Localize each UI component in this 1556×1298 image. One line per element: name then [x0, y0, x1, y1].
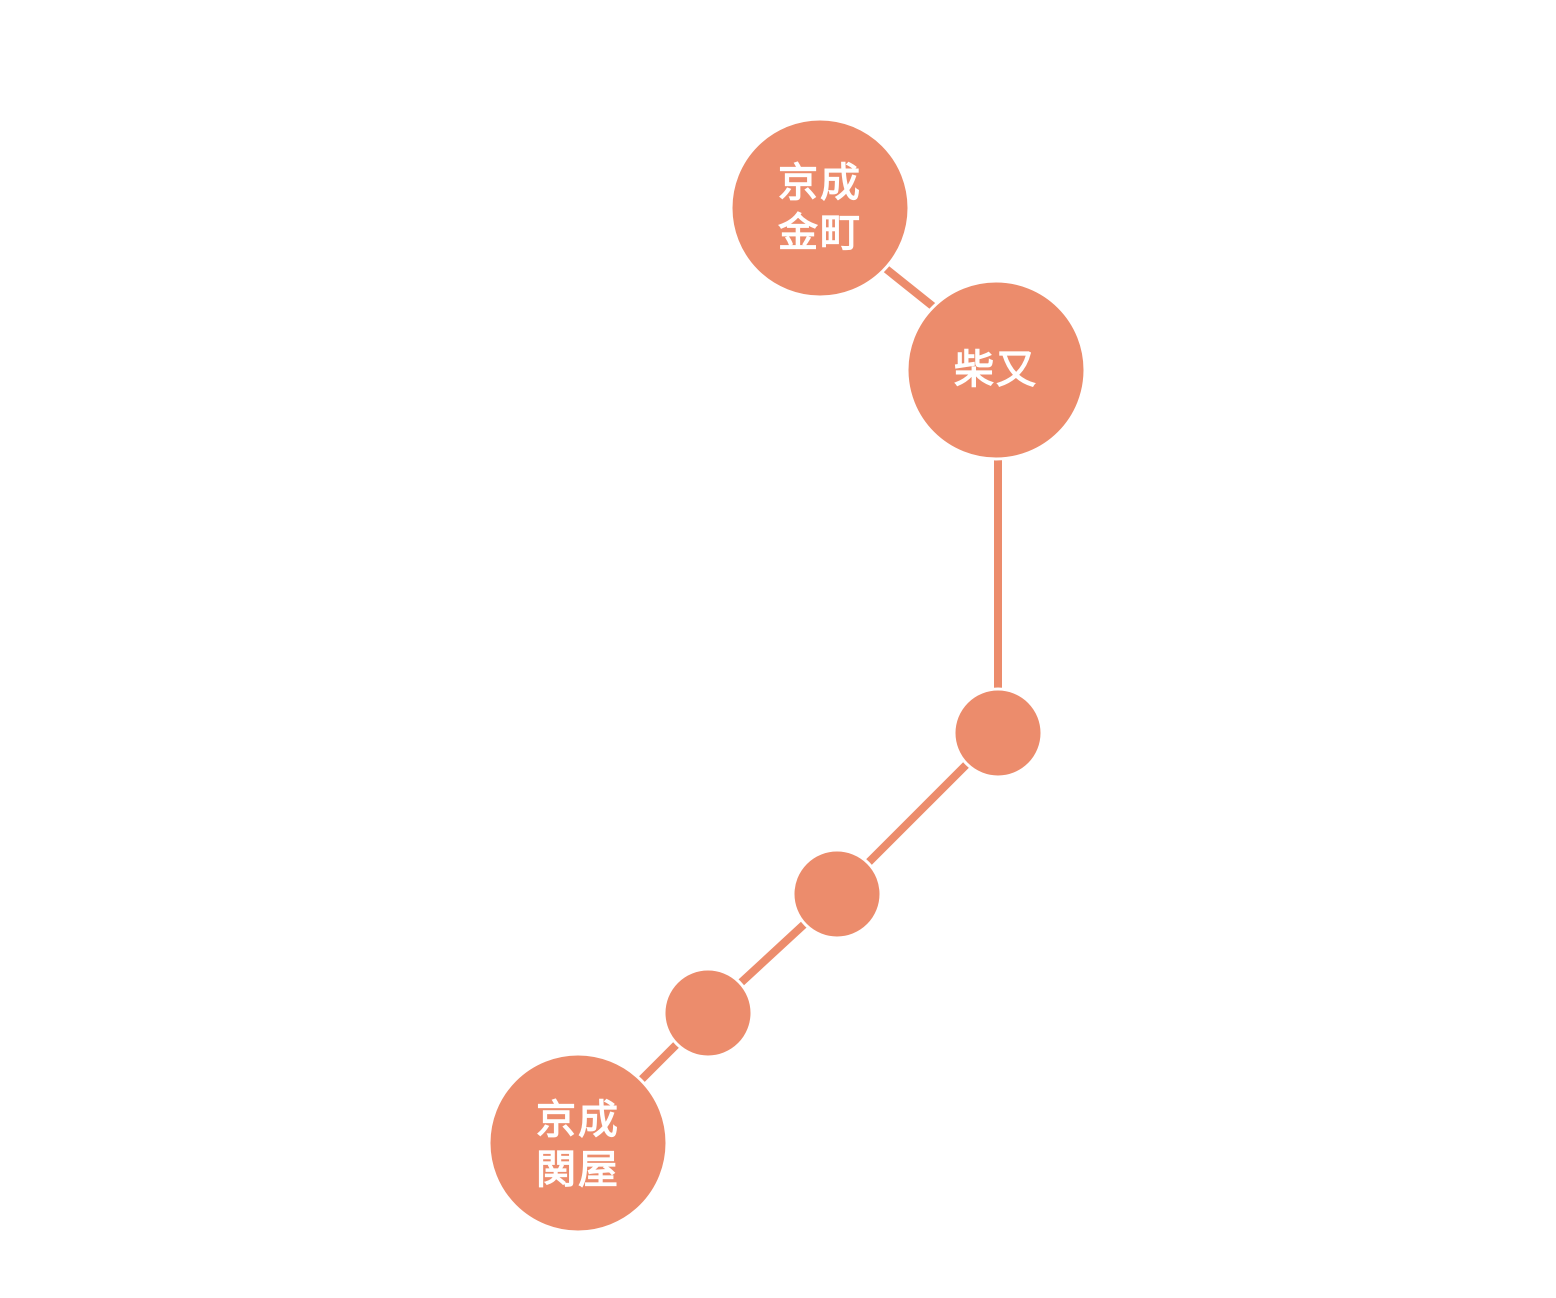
station-node-minor[interactable]: [952, 687, 1044, 779]
station-node-keisei-kanamachi[interactable]: [729, 117, 911, 299]
station-node-minor[interactable]: [791, 848, 883, 940]
station-label-shibamata: 柴又: [954, 347, 1038, 393]
station-node-keisei-sekiya[interactable]: [487, 1052, 669, 1234]
station-label-keisei-kanamachi: 京成 金町: [778, 160, 862, 256]
station-node-shibamata[interactable]: [905, 279, 1087, 461]
station-node-minor[interactable]: [662, 967, 754, 1059]
station-label-keisei-sekiya: 京成 関屋: [536, 1097, 620, 1193]
